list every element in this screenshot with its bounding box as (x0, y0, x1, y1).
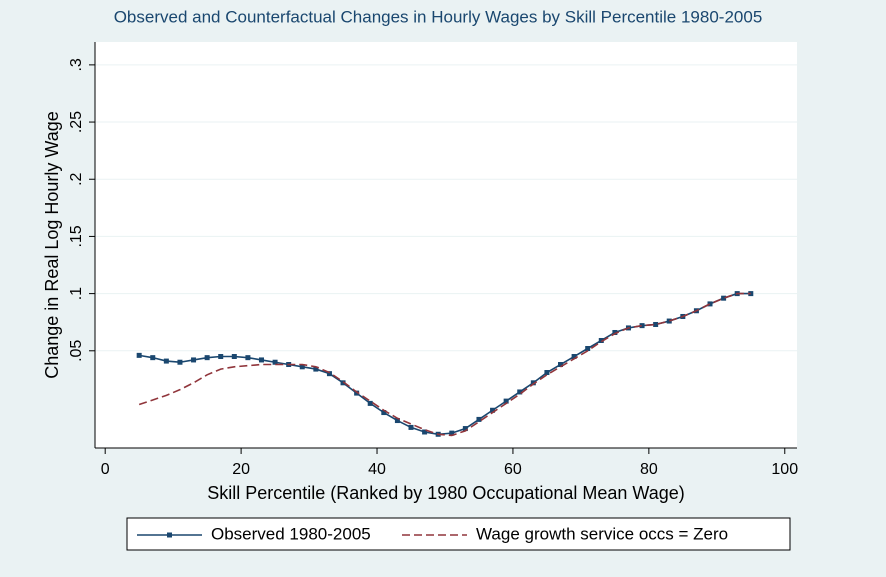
legend-label: Wage growth service occs = Zero (476, 524, 728, 543)
series-line (138, 292, 751, 437)
point-marker (462, 426, 468, 432)
legend-marker (167, 532, 172, 538)
point-marker (299, 364, 305, 370)
y-tick-label: .3 (68, 58, 85, 71)
point-marker (163, 358, 169, 364)
point-marker (231, 354, 237, 360)
y-axis-label: Change in Real Log Hourly Wage (42, 111, 62, 379)
x-tick-label: 100 (771, 461, 798, 478)
legend-label: Observed 1980-2005 (211, 524, 371, 543)
legend-box (126, 517, 791, 551)
x-tick-label: 60 (504, 461, 522, 478)
x-axis-label: Skill Percentile (Ranked by 1980 Occupat… (207, 483, 685, 503)
point-marker (653, 321, 659, 327)
point-marker (585, 346, 591, 352)
point-marker (612, 329, 618, 335)
point-marker (394, 418, 400, 424)
point-marker (721, 295, 727, 301)
point-marker (354, 390, 360, 396)
plot-area (95, 42, 797, 448)
point-marker (204, 355, 210, 361)
point-marker (326, 371, 332, 377)
point-marker (490, 407, 496, 413)
point-marker (408, 424, 414, 430)
point-marker (340, 380, 346, 386)
point-marker (177, 359, 183, 365)
point-marker (218, 354, 224, 360)
point-marker (191, 357, 197, 363)
point-marker (598, 337, 604, 343)
y-tick-label: .2 (68, 172, 85, 185)
point-marker (476, 416, 482, 422)
point-marker (272, 359, 278, 365)
point-marker (544, 370, 550, 376)
point-marker (367, 400, 373, 406)
y-tick-label: .25 (68, 111, 85, 133)
x-tick-label: 0 (101, 461, 110, 478)
y-tick-label: .05 (68, 340, 85, 362)
y-tick-label: .15 (68, 225, 85, 247)
point-marker (245, 355, 251, 361)
point-marker (313, 366, 319, 372)
point-marker (449, 430, 455, 436)
point-marker (503, 398, 509, 404)
point-marker (707, 301, 713, 307)
point-marker (136, 352, 142, 358)
point-marker (571, 354, 577, 360)
point-marker (150, 355, 156, 361)
chart-title: Observed and Counterfactual Changes in H… (114, 7, 763, 26)
point-marker (558, 362, 564, 368)
x-tick-label: 40 (368, 461, 386, 478)
point-marker (530, 380, 536, 386)
x-tick-label: 80 (640, 461, 658, 478)
point-marker (666, 318, 672, 324)
point-marker (639, 323, 645, 329)
point-marker (258, 357, 264, 363)
point-marker (381, 410, 387, 416)
point-marker (517, 389, 523, 395)
point-marker (422, 429, 428, 435)
y-tick-label: .1 (68, 287, 85, 300)
x-tick-label: 20 (232, 461, 250, 478)
